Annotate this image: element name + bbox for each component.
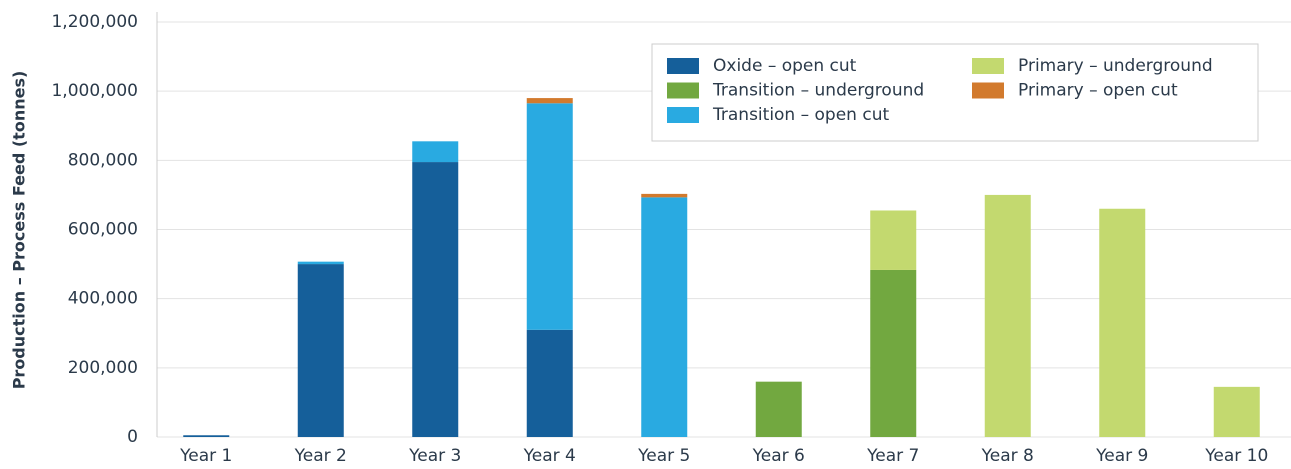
bar-segment — [526, 329, 573, 437]
legend-box — [651, 43, 1259, 142]
x-tick-label: Year 7 — [866, 446, 919, 466]
x-tick-label: Year 8 — [981, 446, 1034, 466]
bar-segment — [870, 269, 917, 437]
y-tick-label: 800,000 — [68, 150, 138, 170]
legend-label: Transition – underground — [712, 81, 924, 101]
x-tick-label: Year 2 — [294, 446, 347, 466]
bar-segment — [1099, 208, 1146, 437]
bar-segment — [183, 435, 230, 437]
y-tick-label: 1,000,000 — [51, 81, 138, 101]
legend-label: Transition – open cut — [712, 105, 889, 125]
y-axis-title: Production – Process Feed (tonnes) — [10, 71, 29, 390]
y-tick-label: 600,000 — [68, 220, 138, 240]
bar-segment — [870, 210, 917, 270]
legend-swatch — [667, 58, 699, 74]
x-tick-label: Year 4 — [523, 446, 576, 466]
bar-segment — [526, 98, 573, 104]
bar-segment — [755, 381, 802, 437]
legend-swatch — [972, 82, 1004, 99]
y-tick-label: 200,000 — [68, 358, 138, 378]
bar-segment — [984, 194, 1031, 437]
bar-segment — [297, 264, 344, 437]
legend-swatch — [667, 107, 699, 123]
bar-segment — [526, 103, 573, 330]
x-tick-label: Year 1 — [179, 446, 232, 466]
bar-segment — [641, 193, 688, 198]
legend-swatch — [972, 58, 1004, 74]
legend-label: Oxide – open cut — [713, 56, 857, 76]
bar-segment — [1213, 386, 1260, 437]
bar-segment — [412, 162, 459, 437]
x-tick-label: Year 5 — [637, 446, 690, 466]
x-tick-label: Year 9 — [1095, 446, 1148, 466]
bar-segment — [297, 261, 344, 265]
x-tick-label: Year 10 — [1204, 446, 1268, 466]
bar-segment — [641, 197, 688, 437]
y-tick-label: 0 — [127, 427, 138, 447]
bar-segment — [412, 141, 459, 163]
x-tick-label: Year 3 — [408, 446, 461, 466]
legend-swatch — [667, 82, 699, 99]
legend-label: Primary – underground — [1018, 56, 1213, 76]
y-tick-label: 400,000 — [68, 289, 138, 309]
legend-label: Primary – open cut — [1018, 81, 1178, 101]
x-tick-label: Year 6 — [752, 446, 805, 466]
y-tick-label: 1,200,000 — [51, 12, 138, 32]
